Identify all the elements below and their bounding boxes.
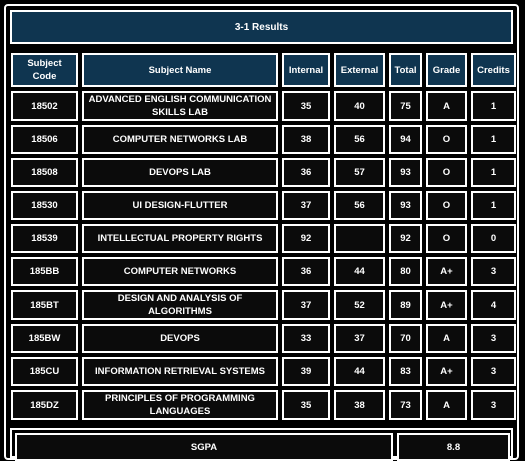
external-cell: 38	[334, 390, 385, 420]
subject-code-cell: 18502	[11, 91, 78, 121]
subject-code-cell: 185CU	[11, 357, 78, 386]
total-cell: 93	[389, 158, 422, 187]
sgpa-footer: SGPA 8.8	[10, 428, 513, 461]
grade-cell: O	[426, 191, 467, 220]
column-header-internal: Internal	[282, 53, 330, 87]
sgpa-value: 8.8	[397, 433, 510, 461]
total-cell: 89	[389, 290, 422, 320]
column-header-subject-code: Subject Code	[11, 53, 78, 87]
column-header-external: External	[334, 53, 385, 87]
grade-cell: A	[426, 91, 467, 121]
internal-cell: 38	[282, 125, 330, 154]
sgpa-label: SGPA	[15, 433, 393, 461]
total-cell: 80	[389, 257, 422, 286]
total-cell: 92	[389, 224, 422, 253]
table-row: 185BB COMPUTER NETWORKS 36 44 80 A+ 3	[11, 257, 516, 286]
subject-code-cell: 18530	[11, 191, 78, 220]
subject-name-cell: COMPUTER NETWORKS LAB	[82, 125, 278, 154]
table-row: 18506 COMPUTER NETWORKS LAB 38 56 94 O 1	[11, 125, 516, 154]
subject-name-cell: COMPUTER NETWORKS	[82, 257, 278, 286]
table-header-row: Subject Code Subject Name Internal Exter…	[11, 53, 516, 87]
credits-cell: 1	[471, 91, 516, 121]
subject-name-cell: DEVOPS	[82, 324, 278, 353]
subject-name-cell: DEVOPS LAB	[82, 158, 278, 187]
credits-cell: 3	[471, 257, 516, 286]
grade-cell: A+	[426, 290, 467, 320]
table-row: 185BT DESIGN AND ANALYSIS OF ALGORITHMS 37…	[11, 290, 516, 320]
subject-name-cell: ADVANCED ENGLISH COMMUNICATION SKILLS LA…	[82, 91, 278, 121]
grade-cell: A	[426, 390, 467, 420]
subject-name-cell: INFORMATION RETRIEVAL SYSTEMS	[82, 357, 278, 386]
external-cell	[334, 224, 385, 253]
table-row: 185BW DEVOPS 33 37 70 A 3	[11, 324, 516, 353]
grade-cell: A+	[426, 257, 467, 286]
total-cell: 73	[389, 390, 422, 420]
table-row: 185CU INFORMATION RETRIEVAL SYSTEMS 39 44 83…	[11, 357, 516, 386]
total-cell: 94	[389, 125, 422, 154]
internal-cell: 37	[282, 290, 330, 320]
table-body: 18502 ADVANCED ENGLISH COMMUNICATION SKIL…	[11, 91, 516, 420]
external-cell: 57	[334, 158, 385, 187]
internal-cell: 35	[282, 91, 330, 121]
external-cell: 44	[334, 257, 385, 286]
subject-name-cell: UI DESIGN-FLUTTER	[82, 191, 278, 220]
subject-code-cell: 18539	[11, 224, 78, 253]
total-cell: 93	[389, 191, 422, 220]
external-cell: 40	[334, 91, 385, 121]
credits-cell: 3	[471, 390, 516, 420]
internal-cell: 39	[282, 357, 330, 386]
credits-cell: 3	[471, 324, 516, 353]
internal-cell: 36	[282, 158, 330, 187]
internal-cell: 37	[282, 191, 330, 220]
subject-code-cell: 18508	[11, 158, 78, 187]
internal-cell: 36	[282, 257, 330, 286]
credits-cell: 3	[471, 357, 516, 386]
credits-cell: 1	[471, 158, 516, 187]
grade-cell: O	[426, 224, 467, 253]
external-cell: 52	[334, 290, 385, 320]
column-header-credits: Credits	[471, 53, 516, 87]
grade-cell: O	[426, 125, 467, 154]
results-title: 3-1 Results	[10, 10, 513, 44]
internal-cell: 35	[282, 390, 330, 420]
credits-cell: 1	[471, 191, 516, 220]
internal-cell: 33	[282, 324, 330, 353]
table-row: 18508 DEVOPS LAB 36 57 93 O 1	[11, 158, 516, 187]
grade-cell: A+	[426, 357, 467, 386]
credits-cell: 0	[471, 224, 516, 253]
total-cell: 70	[389, 324, 422, 353]
column-header-subject-name: Subject Name	[82, 53, 278, 87]
subject-name-cell: PRINCIPLES OF PROGRAMMING LANGUAGES	[82, 390, 278, 420]
grade-cell: O	[426, 158, 467, 187]
table-row: 18530 UI DESIGN-FLUTTER 37 56 93 O 1	[11, 191, 516, 220]
column-header-total: Total	[389, 53, 422, 87]
external-cell: 56	[334, 125, 385, 154]
grade-cell: A	[426, 324, 467, 353]
table-row: 18502 ADVANCED ENGLISH COMMUNICATION SKIL…	[11, 91, 516, 121]
subject-code-cell: 185BW	[11, 324, 78, 353]
internal-cell: 92	[282, 224, 330, 253]
credits-cell: 1	[471, 125, 516, 154]
subject-code-cell: 185BB	[11, 257, 78, 286]
external-cell: 37	[334, 324, 385, 353]
results-table: Subject Code Subject Name Internal Exter…	[7, 49, 520, 424]
subject-code-cell: 185BT	[11, 290, 78, 320]
subject-code-cell: 18506	[11, 125, 78, 154]
total-cell: 83	[389, 357, 422, 386]
external-cell: 56	[334, 191, 385, 220]
subject-name-cell: DESIGN AND ANALYSIS OF ALGORITHMS	[82, 290, 278, 320]
external-cell: 44	[334, 357, 385, 386]
credits-cell: 4	[471, 290, 516, 320]
results-card: 3-1 Results Subject Code Subject Name In…	[4, 4, 520, 461]
subject-name-cell: INTELLECTUAL PROPERTY RIGHTS	[82, 224, 278, 253]
table-row: 18539 INTELLECTUAL PROPERTY RIGHTS 92 92 O 0	[11, 224, 516, 253]
total-cell: 75	[389, 91, 422, 121]
subject-code-cell: 185DZ	[11, 390, 78, 420]
table-row: 185DZ PRINCIPLES OF PROGRAMMING LANGUAGES…	[11, 390, 516, 420]
column-header-grade: Grade	[426, 53, 467, 87]
